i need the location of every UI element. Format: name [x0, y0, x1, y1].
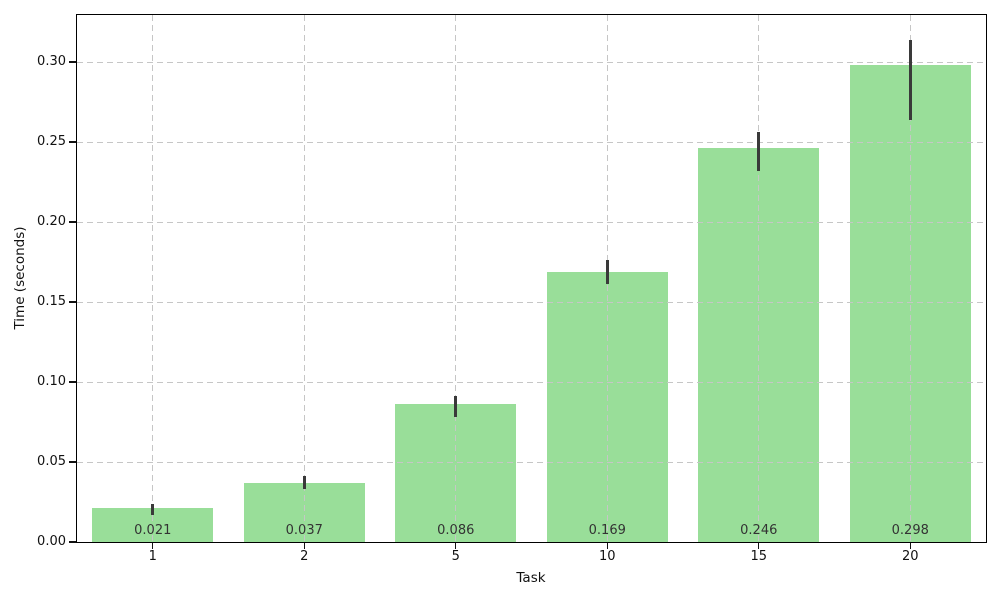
- x-tick-mark: [303, 543, 305, 550]
- x-gridline: [909, 15, 911, 542]
- y-tick-label: 0.20: [37, 214, 66, 230]
- x-tick-label: 5: [451, 549, 460, 564]
- x-gridline: [152, 15, 154, 542]
- y-gridline: [77, 381, 986, 383]
- x-tick-mark: [758, 543, 760, 550]
- y-tick-mark: [68, 381, 76, 383]
- y-tick-mark: [68, 141, 76, 143]
- bar-value-label: 0.169: [588, 523, 626, 538]
- x-tick-label: 1: [148, 549, 157, 564]
- x-gridline: [303, 15, 305, 542]
- x-tick-mark: [909, 543, 911, 550]
- error-bar: [151, 503, 155, 515]
- y-tick-mark: [68, 221, 76, 223]
- y-tick-label: 0.05: [37, 454, 66, 469]
- y-tick-label: 0.00: [37, 534, 66, 549]
- x-tick-label: 15: [750, 549, 768, 564]
- bar-value-label: 0.298: [891, 523, 929, 538]
- y-tick-mark: [68, 461, 76, 463]
- y-tick-mark: [68, 541, 76, 543]
- y-gridline: [77, 221, 986, 223]
- x-gridline: [758, 15, 760, 542]
- y-tick-label: 0.30: [37, 54, 66, 70]
- y-tick-mark: [68, 61, 76, 63]
- y-gridline: [77, 141, 986, 143]
- error-bar: [605, 260, 609, 285]
- x-tick-label: 10: [598, 549, 616, 564]
- x-gridline: [455, 15, 457, 542]
- error-bar: [757, 132, 761, 171]
- bar-value-label: 0.086: [437, 523, 475, 538]
- y-gridline: [77, 461, 986, 463]
- error-bar: [908, 39, 912, 120]
- x-tick-mark: [152, 543, 154, 550]
- y-tick-mark: [68, 301, 76, 303]
- bar-value-label: 0.037: [285, 523, 323, 538]
- x-axis-label: Task: [516, 570, 546, 586]
- error-bar: [302, 476, 306, 490]
- x-tick-mark: [606, 543, 608, 550]
- y-tick-label: 0.10: [37, 374, 66, 389]
- bar-value-label: 0.021: [134, 523, 172, 538]
- y-axis-label: Time (seconds): [12, 226, 28, 330]
- x-tick-label: 2: [300, 549, 309, 564]
- y-gridline: [77, 61, 986, 63]
- error-bar: [454, 396, 458, 418]
- y-tick-label: 0.15: [37, 294, 66, 310]
- bar-value-label: 0.246: [740, 523, 778, 538]
- y-tick-label: 0.25: [37, 134, 66, 150]
- y-gridline: [77, 301, 986, 303]
- x-tick-label: 20: [901, 549, 919, 564]
- x-tick-mark: [455, 543, 457, 550]
